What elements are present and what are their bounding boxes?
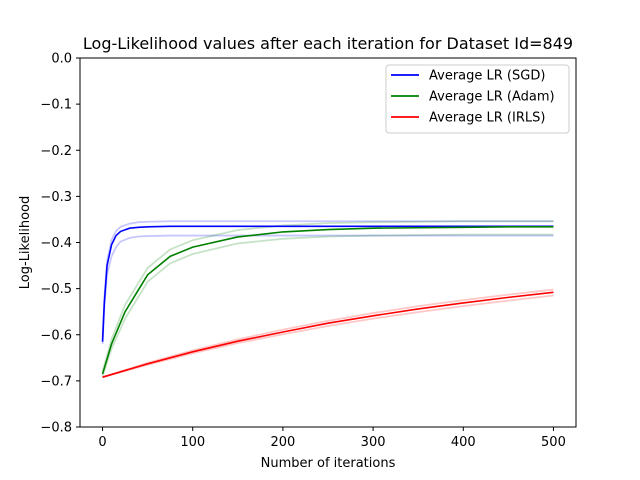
run-line-1-1: [101, 233, 554, 377]
x-tick-label: 100: [180, 435, 205, 450]
run-line-2-0: [102, 288, 554, 379]
legend-label-0: Average LR (SGD): [429, 69, 545, 84]
y-tick-label: −0.3: [40, 190, 72, 205]
x-tick-label: 0: [98, 435, 106, 450]
run-line-2-1: [102, 294, 554, 379]
run-lines: [101, 220, 554, 379]
run-line-1-0: [101, 220, 554, 372]
series-lines: [101, 225, 554, 378]
run-line-0-1: [101, 234, 554, 345]
y-tick-label: −0.7: [40, 374, 72, 389]
x-tick-label: 300: [361, 435, 386, 450]
y-axis-label: Log-Likelihood: [18, 196, 33, 289]
run-line-0-0: [101, 220, 554, 340]
x-tick-label: 400: [451, 435, 476, 450]
x-tick-label: 200: [270, 435, 295, 450]
legend-label-1: Average LR (Adam): [429, 90, 555, 105]
y-tick-label: −0.8: [40, 421, 72, 436]
series-line-0: [101, 225, 554, 342]
series-line-2: [102, 291, 554, 378]
y-tick-label: 0.0: [51, 52, 72, 67]
y-tick-label: −0.1: [40, 98, 72, 113]
y-axis: 0.0 −0.1 −0.2 −0.3 −0.4 −0.5 −0.6 −0.7 −0.8: [40, 52, 80, 436]
legend: Average LR (SGD) Average LR (Adam) Average…: [385, 64, 570, 134]
chart-title: Log-Likelihood values after each iterati…: [83, 34, 573, 53]
y-tick-label: −0.4: [40, 236, 72, 251]
legend-box: [385, 64, 570, 134]
y-tick-label: −0.5: [40, 282, 72, 297]
y-tick-label: −0.6: [40, 328, 72, 343]
y-tick-label: −0.2: [40, 144, 72, 159]
x-tick-label: 500: [541, 435, 566, 450]
x-axis: 0 100 200 300 400 500: [98, 427, 566, 450]
x-axis-label: Number of iterations: [261, 456, 396, 471]
series-line-1: [101, 226, 554, 375]
legend-label-2: Average LR (IRLS): [429, 111, 545, 126]
